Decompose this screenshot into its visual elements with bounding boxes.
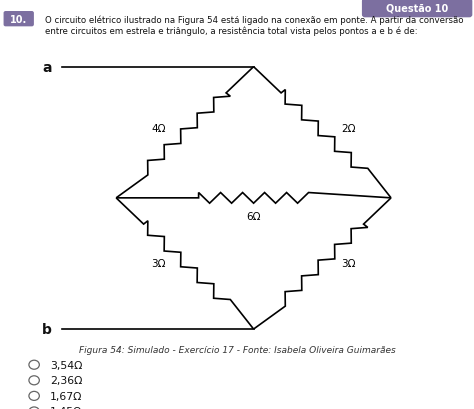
Text: 2Ω: 2Ω xyxy=(341,124,356,134)
Text: 3Ω: 3Ω xyxy=(341,259,356,269)
Text: 1,45Ω: 1,45Ω xyxy=(50,407,82,409)
Text: 2,36Ω: 2,36Ω xyxy=(50,375,82,385)
FancyBboxPatch shape xyxy=(363,0,472,18)
Text: O circuito elétrico ilustrado na Figura 54 está ligado na conexão em ponte. A pa: O circuito elétrico ilustrado na Figura … xyxy=(45,16,464,36)
Text: 6Ω: 6Ω xyxy=(246,212,261,222)
Text: Questão 10: Questão 10 xyxy=(386,4,448,14)
Text: 4Ω: 4Ω xyxy=(152,124,166,134)
Text: b: b xyxy=(42,322,52,336)
Text: 1,67Ω: 1,67Ω xyxy=(50,391,82,401)
Text: Figura 54: Simulado - Exercício 17 - Fonte: Isabela Oliveira Guimarães: Figura 54: Simulado - Exercício 17 - Fon… xyxy=(79,345,395,354)
Text: 3,54Ω: 3,54Ω xyxy=(50,360,82,370)
Text: a: a xyxy=(43,61,52,74)
Text: 10.: 10. xyxy=(10,15,27,25)
Text: 3Ω: 3Ω xyxy=(152,259,166,269)
FancyBboxPatch shape xyxy=(4,13,33,27)
